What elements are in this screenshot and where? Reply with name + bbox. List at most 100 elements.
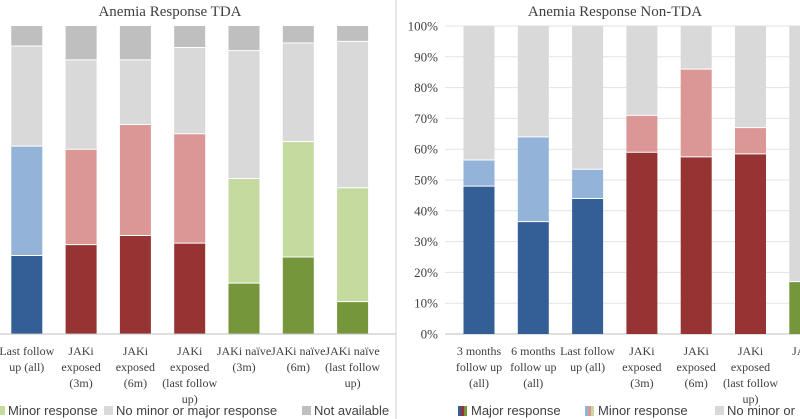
category-label-line: Last follow xyxy=(560,344,615,358)
bar-minor xyxy=(119,124,151,236)
category-label: 3 months follow up (all) xyxy=(456,344,502,390)
bar-no-response xyxy=(282,42,314,142)
y-tick-label: 0% xyxy=(421,327,439,342)
category-label-line: (6m) xyxy=(287,360,310,374)
legend: Minor response No minor or major respons… xyxy=(0,403,389,418)
y-tick-label: 70% xyxy=(414,111,438,126)
legend-swatch-minor xyxy=(0,406,5,415)
category-label-line: JAKi xyxy=(738,344,764,358)
category-label-line: up (all) xyxy=(570,360,605,374)
category-label-line: JAKi xyxy=(629,344,655,358)
y-tick-label: 40% xyxy=(414,203,438,218)
chart-tda: Anemia Response TDA 3 monthsfollowupLast… xyxy=(0,4,396,418)
bar-no-response xyxy=(337,41,369,188)
bar-minor xyxy=(517,136,549,222)
bar-no-response xyxy=(174,47,206,134)
bar-major xyxy=(517,221,549,334)
legend-swatch-part xyxy=(461,406,464,416)
legend-swatch-part xyxy=(458,406,461,416)
category-label-line: up) xyxy=(743,392,759,406)
y-tick-label: 30% xyxy=(414,234,438,249)
category-label: JAKi naïve (6m) xyxy=(271,344,325,374)
category-label-line: (last follow xyxy=(723,376,778,390)
category-label-line: exposed xyxy=(622,360,661,374)
category-label-line: Last follow xyxy=(0,344,55,358)
category-label-line: (6m) xyxy=(124,376,147,390)
legend-swatch-major xyxy=(458,406,467,416)
bar-not-available xyxy=(337,26,369,42)
category-label: JAKi exposed (last follow up) xyxy=(162,344,217,406)
bar-major xyxy=(228,283,260,334)
bar-no-response xyxy=(517,26,549,137)
category-label-line: exposed xyxy=(677,360,716,374)
legend-label: Minor response xyxy=(598,403,688,418)
y-tick-label: 50% xyxy=(414,173,438,188)
category-label: JAKi exposed (3m) xyxy=(622,344,661,390)
legend-swatch-minor xyxy=(585,406,594,416)
bar-minor xyxy=(626,115,658,153)
category-label: JAKi exposed (last follow up) xyxy=(723,344,778,406)
category-label-line: (last follow xyxy=(325,360,380,374)
bar-not-available xyxy=(65,26,97,60)
category-label-line: (3m) xyxy=(630,376,653,390)
bar-not-available xyxy=(228,26,260,51)
y-tick-label: 100% xyxy=(408,19,439,34)
bar-major xyxy=(119,235,151,334)
legend-label: Minor response xyxy=(8,403,98,418)
bar-no-response xyxy=(735,26,766,128)
category-label-line: (all) xyxy=(523,376,543,390)
category-label-line: exposed xyxy=(170,360,209,374)
legend-label: No minor or xyxy=(727,403,796,418)
category-label-line: JAKi xyxy=(123,344,149,358)
bar-major xyxy=(282,257,314,334)
bar-minor xyxy=(572,169,604,199)
bar-no-response xyxy=(626,26,658,116)
bar-no-response xyxy=(789,26,800,282)
bar-not-available xyxy=(174,26,206,48)
bar-minor xyxy=(680,69,712,157)
category-label: JAKi exposed (3m) xyxy=(61,344,100,390)
category-label: JAKi naïve (3m) xyxy=(217,344,271,374)
y-tick-label: 20% xyxy=(414,265,438,280)
bar-no-response xyxy=(65,59,97,150)
bar-major xyxy=(463,186,495,334)
legend-label: No minor or major response xyxy=(116,403,277,418)
chart-non-tda: Anemia Response Non-TDA 0% 10% 20% 30% 40% 50… xyxy=(408,4,800,418)
legend: Major response Minor response No minor o… xyxy=(458,403,796,418)
category-label-line: JAKi xyxy=(684,344,710,358)
category-label-line: follow up xyxy=(456,360,502,374)
bar-minor xyxy=(174,133,206,244)
bar-no-response xyxy=(11,46,43,147)
legend-label: Major response xyxy=(471,403,561,418)
category-label-line: JAKi naïve xyxy=(325,344,379,358)
bar-major xyxy=(789,281,800,334)
bar-minor xyxy=(11,146,43,256)
y-tick-label: 10% xyxy=(414,296,438,311)
category-label-line: up) xyxy=(345,376,361,390)
bar-not-available xyxy=(11,26,43,47)
y-tick-label: 90% xyxy=(414,49,438,64)
bar-minor xyxy=(463,159,495,187)
category-label: JAKi naïve (last follow up) xyxy=(325,344,380,390)
bar-major xyxy=(680,156,712,334)
category-label-line: JAKi naïve xyxy=(271,344,325,358)
category-label: JAKi(3 xyxy=(792,344,800,374)
bar-major xyxy=(174,243,206,334)
category-label-line: exposed xyxy=(61,360,100,374)
y-tick-label: 60% xyxy=(414,142,438,157)
category-label-line: JAKi xyxy=(792,344,800,358)
category-label-line: JAKi xyxy=(68,344,94,358)
bar-minor xyxy=(337,187,369,302)
category-label-line: (3m) xyxy=(69,376,92,390)
legend-swatch-not-available xyxy=(302,406,311,415)
legend-swatch-no-response xyxy=(715,406,724,415)
category-label: JAKi exposed (6m) xyxy=(677,344,716,390)
bar-minor xyxy=(282,141,314,257)
category-label-line: JAKi xyxy=(177,344,203,358)
bar-minor xyxy=(228,178,260,284)
category-label: 6 months follow up (all) xyxy=(510,344,556,390)
bar-major xyxy=(65,244,97,334)
legend-swatch-no-response xyxy=(104,406,113,415)
legend-label: Not available xyxy=(314,403,389,418)
